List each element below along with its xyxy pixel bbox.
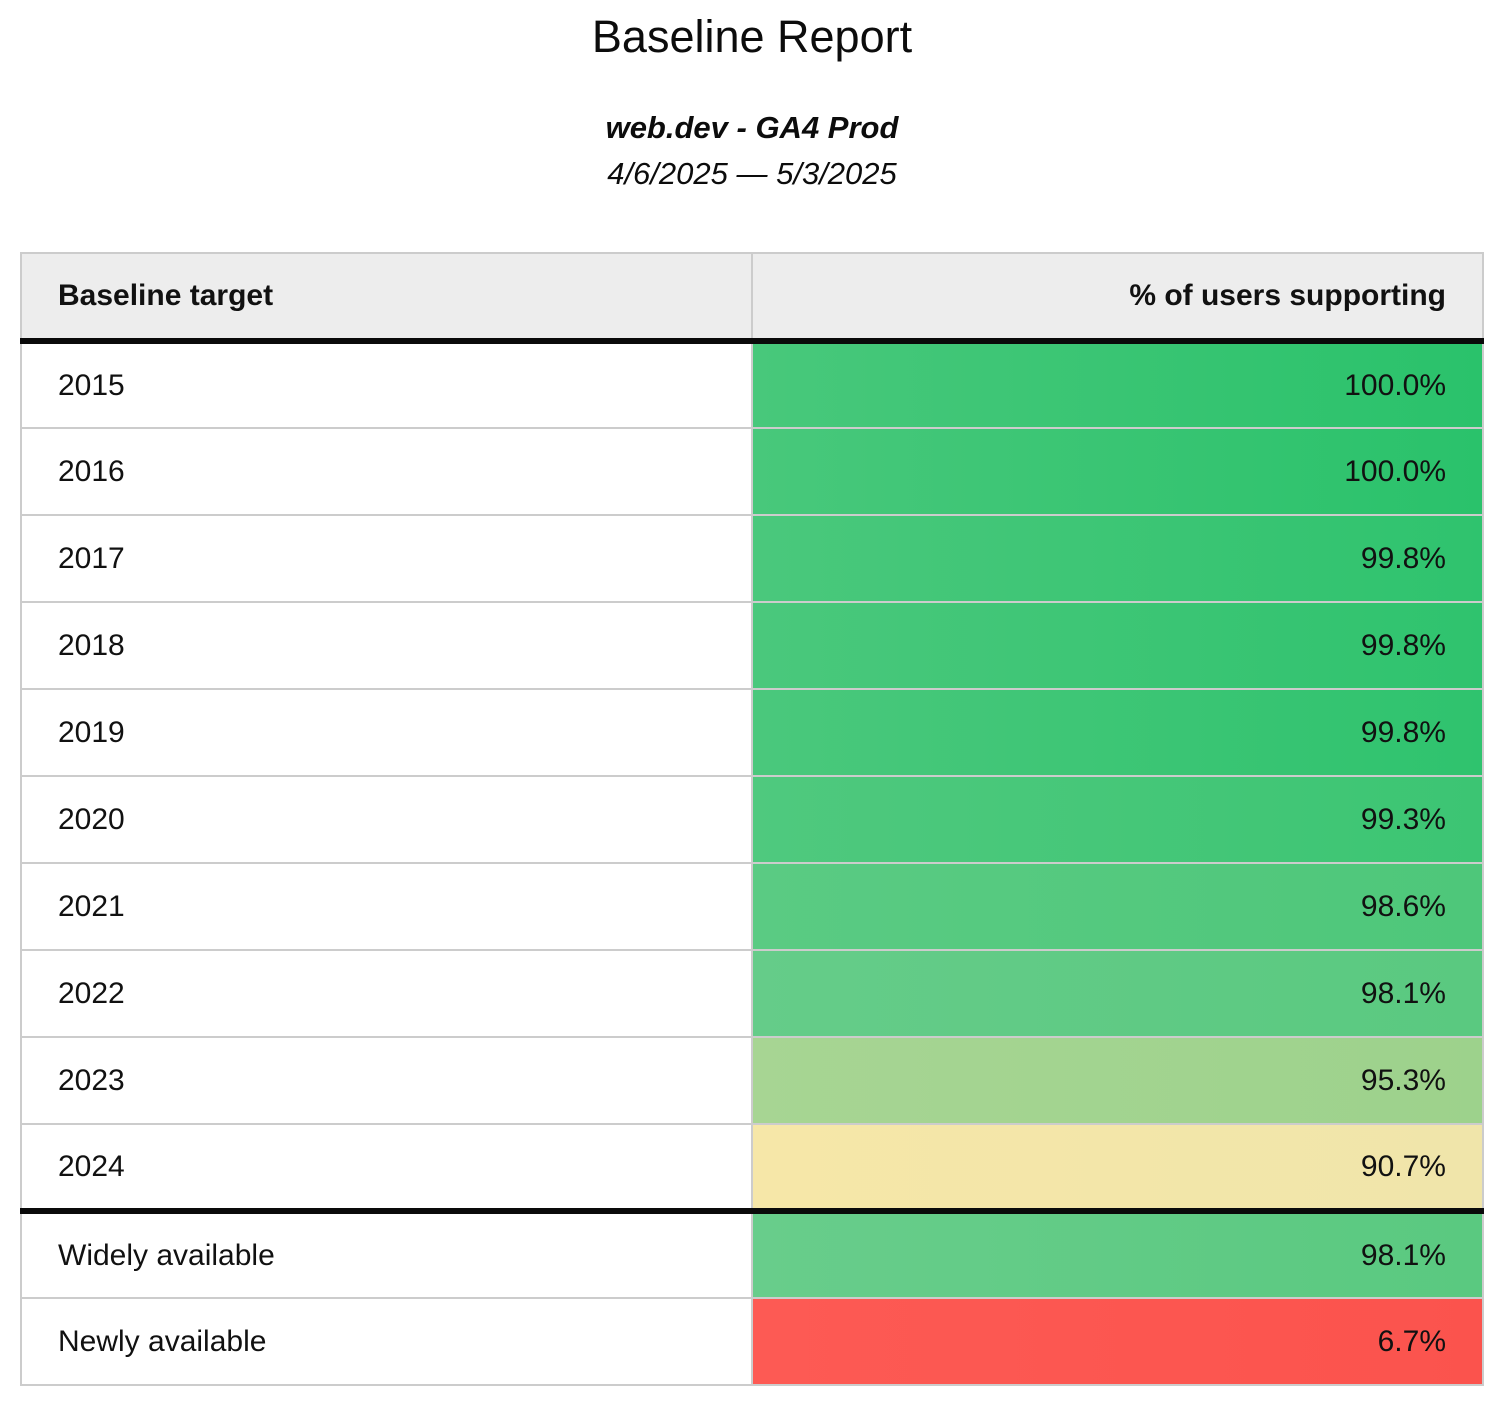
baseline-target-cell: 2021	[20, 862, 753, 951]
percent-cell: 6.7%	[751, 1297, 1484, 1386]
table-header: Baseline target % of users supporting	[20, 252, 1484, 344]
table-row: 2016 100.0%	[20, 427, 1484, 516]
baseline-table: Baseline target % of users supporting 20…	[20, 252, 1484, 1386]
table-row: Widely available 98.1%	[20, 1208, 1484, 1299]
baseline-target-cell: 2019	[20, 688, 753, 777]
baseline-target-cell: 2017	[20, 514, 753, 603]
table-row: 2020 99.3%	[20, 775, 1484, 864]
table-row: 2021 98.6%	[20, 862, 1484, 951]
baseline-target-cell: 2023	[20, 1036, 753, 1125]
table-row: 2018 99.8%	[20, 601, 1484, 690]
percent-cell: 98.6%	[751, 862, 1484, 951]
baseline-target-cell: Widely available	[20, 1208, 753, 1299]
baseline-target-cell: 2016	[20, 427, 753, 516]
percent-cell: 95.3%	[751, 1036, 1484, 1125]
table-row: Newly available 6.7%	[20, 1297, 1484, 1386]
percent-cell: 99.3%	[751, 775, 1484, 864]
column-header-baseline-target: Baseline target	[20, 252, 753, 344]
table-row: 2017 99.8%	[20, 514, 1484, 603]
table-row: 2022 98.1%	[20, 949, 1484, 1038]
table-row: 2023 95.3%	[20, 1036, 1484, 1125]
table-row: 2015 100.0%	[20, 340, 1484, 429]
page-title: Baseline Report	[591, 11, 913, 62]
percent-cell: 90.7%	[751, 1123, 1484, 1212]
baseline-target-cell: 2018	[20, 601, 753, 690]
percent-cell: 99.8%	[751, 601, 1484, 690]
percent-cell: 99.8%	[751, 514, 1484, 603]
percent-cell: 98.1%	[751, 1208, 1484, 1299]
baseline-target-cell: 2022	[20, 949, 753, 1038]
report-date-range: 4/6/2025 — 5/3/2025	[607, 156, 897, 191]
column-header-users-supporting: % of users supporting	[751, 252, 1484, 344]
table-row: 2024 90.7%	[20, 1123, 1484, 1212]
table-row: 2019 99.8%	[20, 688, 1484, 777]
baseline-target-cell: Newly available	[20, 1297, 753, 1386]
percent-cell: 99.8%	[751, 688, 1484, 777]
baseline-target-cell: 2024	[20, 1123, 753, 1212]
percent-cell: 100.0%	[751, 340, 1484, 429]
baseline-target-cell: 2020	[20, 775, 753, 864]
table-header-row: Baseline target % of users supporting	[20, 252, 1484, 344]
percent-cell: 100.0%	[751, 427, 1484, 516]
percent-cell: 98.1%	[751, 949, 1484, 1038]
baseline-target-cell: 2015	[20, 340, 753, 429]
table-body: 2015 100.0% 2016 100.0% 2017 99.8% 2018 99.8% 20…	[20, 340, 1484, 1386]
report-source: web.dev - GA4 Prod	[605, 110, 899, 145]
